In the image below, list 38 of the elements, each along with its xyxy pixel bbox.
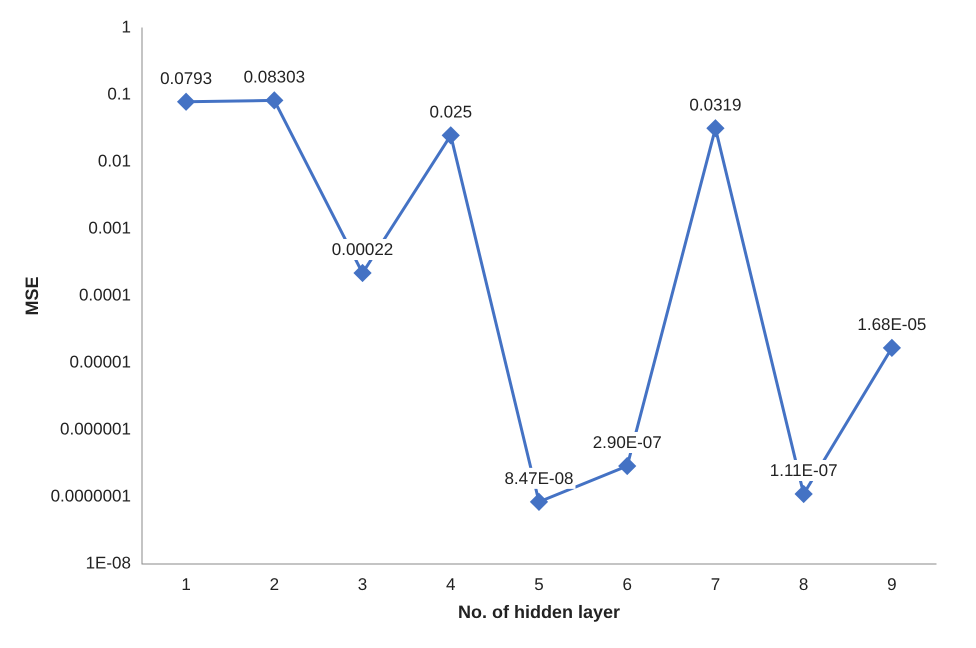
data-label: 0.0319: [689, 95, 742, 114]
y-tick-label: 0.01: [98, 152, 131, 171]
point: [266, 92, 283, 109]
y-tick-label: 0.00001: [70, 352, 131, 372]
x-tick-label: 7: [710, 574, 720, 594]
y-tick-label: 0.0001: [78, 286, 131, 305]
point: [795, 485, 812, 502]
y-tick-label: 1: [121, 18, 131, 37]
data-label: 1.68E-05: [857, 315, 926, 334]
x-axis-title: No. of hidden layer: [458, 602, 620, 622]
point: [883, 339, 900, 356]
data-label: 0.00022: [332, 240, 394, 260]
data-label: 0.025: [429, 102, 472, 122]
data-label: 2.90E-07: [592, 433, 662, 452]
data-label: 8.47E-08: [504, 469, 574, 488]
x-tick-label: 2: [270, 574, 280, 594]
data-label: 1.11E-07: [770, 461, 838, 480]
x-tick-label: 3: [358, 574, 368, 594]
y-tick-label: 0.001: [88, 218, 131, 238]
point: [618, 458, 636, 475]
y-axis-title: MSE: [22, 276, 42, 316]
y-tick-label: 0.0000001: [50, 486, 131, 506]
data-label: 0.0793: [160, 68, 212, 88]
y-tick-label: 1E-08: [86, 554, 131, 573]
data-label: 0.08303: [244, 68, 306, 87]
y-tick-label: 0.000001: [60, 420, 131, 439]
point: [706, 120, 724, 137]
point: [178, 93, 195, 110]
x-tick-label: 1: [181, 574, 191, 594]
point: [442, 126, 460, 144]
point: [530, 493, 548, 510]
y-tick-label: 0.1: [107, 84, 131, 104]
x-tick-label: 4: [446, 574, 456, 594]
x-tick-label: 6: [622, 574, 632, 594]
x-tick-label: 5: [534, 574, 544, 594]
x-tick-label: 8: [798, 574, 808, 594]
x-tick-label: 9: [887, 574, 897, 594]
point: [354, 264, 372, 282]
